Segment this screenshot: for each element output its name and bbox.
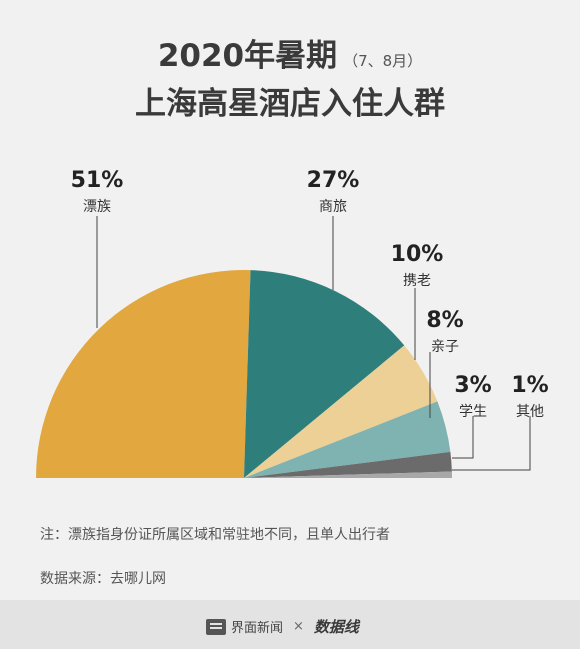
- slice-qin-zi: [244, 401, 451, 478]
- title-main: 2020年暑期: [157, 38, 338, 74]
- brand-right: 数据线: [313, 618, 359, 636]
- value-label-qin-zi: 8%: [426, 308, 463, 333]
- title-sub: （7、8月）: [343, 52, 423, 70]
- value-label-xue-sheng: 3%: [454, 373, 491, 398]
- brand-left: 界面新闻: [231, 621, 284, 636]
- leader-line-qi-ta: [452, 416, 531, 471]
- footer-brand: 界面新闻 × 数据线: [206, 616, 359, 637]
- category-label-qin-zi: 亲子: [431, 339, 459, 355]
- category-label-piao-zu: 漂族: [83, 199, 111, 215]
- footnote: 注：漂族指身份证所属区域和常驻地不同，且单人出行者: [40, 527, 390, 543]
- slice-xie-lao: [244, 345, 438, 478]
- data-source: 数据来源：去哪儿网: [40, 571, 166, 587]
- slice-xue-sheng: [244, 451, 452, 478]
- brand-separator: ×: [293, 619, 304, 634]
- category-label-qi-ta: 其他: [516, 404, 544, 420]
- jiemian-logo-icon: [206, 618, 226, 635]
- slice-piao-zu: [36, 269, 251, 478]
- footer-bar: 界面新闻 × 数据线: [0, 600, 580, 649]
- leader-line-xue-sheng: [452, 416, 474, 459]
- title-line-2: 上海高星酒店入住人群: [135, 86, 445, 122]
- category-label-xie-lao: 携老: [403, 273, 431, 289]
- value-label-qi-ta: 1%: [511, 373, 548, 398]
- half-pie-chart: 51% 漂族 27% 商旅 10% 携老 8% 亲子 3% 学生 1% 其他: [36, 168, 549, 478]
- category-label-xue-sheng: 学生: [459, 404, 487, 420]
- value-label-xie-lao: 10%: [391, 242, 444, 267]
- value-label-shang-lv: 27%: [307, 168, 360, 193]
- chart-title: 2020年暑期 （7、8月） 上海高星酒店入住人群: [0, 36, 580, 127]
- category-label-shang-lv: 商旅: [319, 199, 347, 215]
- value-label-piao-zu: 51%: [71, 168, 124, 193]
- title-line-1: 2020年暑期 （7、8月）: [0, 36, 580, 81]
- slice-qi-ta: [244, 471, 452, 478]
- slice-shang-lv: [244, 270, 405, 478]
